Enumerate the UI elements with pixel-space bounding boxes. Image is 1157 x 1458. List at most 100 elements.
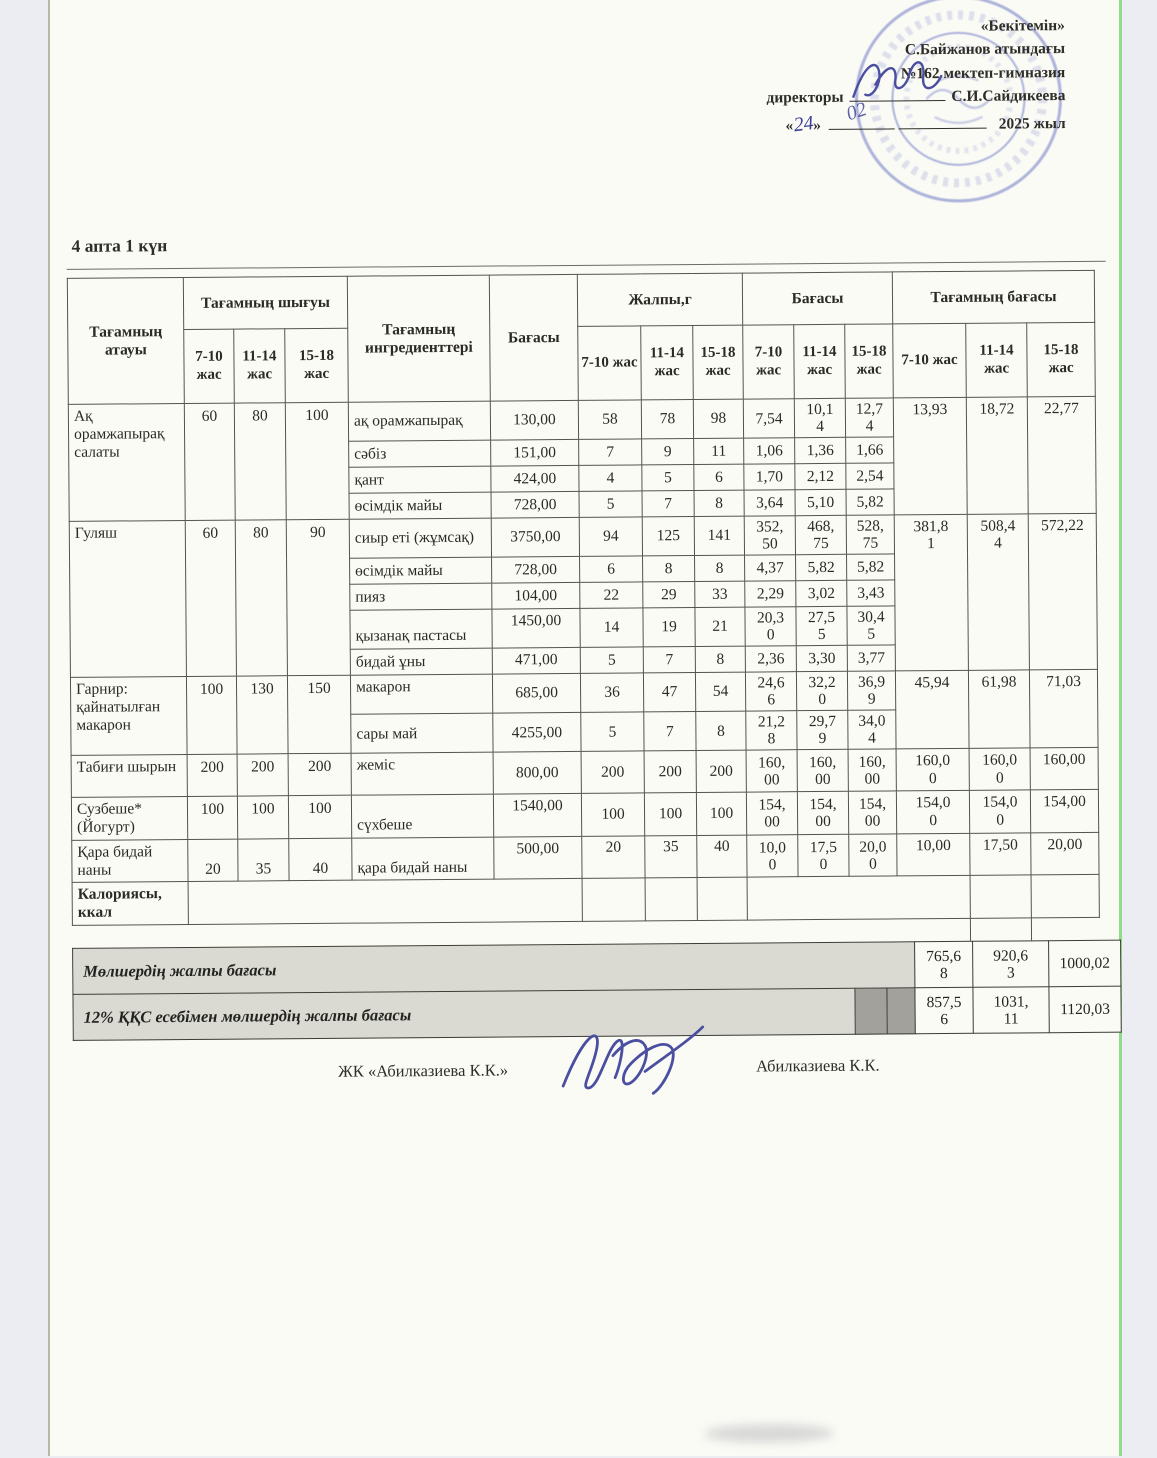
summary-value: 1031,11 [972, 986, 1050, 1034]
dish-price-cell: 154,00 [1030, 789, 1099, 833]
dish-price-cell: 45,94 [895, 670, 970, 750]
cost-cell: 5,82 [795, 554, 847, 581]
grams-cell: 58 [578, 399, 642, 440]
grams-cell: 100 [696, 792, 747, 836]
ingredient-name: өсімдік майы [349, 492, 492, 520]
ingredient-name: ақ орамжапырақ [348, 401, 491, 442]
grams-cell: 100 [581, 793, 645, 837]
dish-name: Ақ орамжапырақ салаты [68, 403, 186, 522]
dish-price-cell: 13,93 [893, 397, 968, 516]
summary-value: 1000,02 [1048, 940, 1121, 987]
cost-cell: 154,00 [848, 791, 897, 835]
grams-cell: 47 [643, 672, 696, 713]
document-paper: «Бекітемін» С.Байжанов атындағы №162 мек… [48, 0, 1122, 1456]
col-header-price: Бағасы [489, 274, 579, 402]
cost-cell: 4,37 [744, 554, 796, 582]
dish-price-cell: 61,98 [968, 670, 1031, 749]
dish-price-cell: 572,22 [1028, 513, 1098, 671]
age-header: 15-18 жас [284, 328, 349, 403]
ingredient-name: жеміс [351, 752, 494, 796]
age-header: 11-14 жас [965, 322, 1028, 398]
output-cell: 60 [184, 403, 236, 521]
cost-cell: 2,29 [744, 580, 796, 608]
footer-company-label: ЖК «Абилказиева К.К.» [337, 1060, 509, 1081]
cost-cell: 24,66 [745, 671, 797, 712]
approval-block: «Бекітемін» С.Байжанов атындағы №162 мек… [766, 14, 1066, 139]
dish-name: Гарнир: қайнатылған макарон [70, 676, 188, 756]
output-cell: 20 [187, 838, 239, 882]
empty-cell [747, 875, 971, 921]
grams-cell: 8 [694, 555, 745, 582]
dish-price-cell: 22,77 [1027, 396, 1097, 514]
dish-price-cell: 154,00 [969, 790, 1031, 834]
cost-cell: 3,30 [796, 645, 848, 672]
dish-price-cell: 160,00 [1030, 747, 1099, 791]
ingredient-price: 3750,00 [491, 517, 580, 558]
cost-cell: 34,04 [847, 710, 897, 750]
ingredient-name: сиыр еті (жұмсақ) [349, 518, 492, 559]
menu-table: Тағамның атауы Тағамның шығуы Тағамның и… [67, 270, 1100, 926]
dish-price-cell: 160,00 [969, 748, 1031, 791]
empty-cell [645, 877, 698, 921]
shaded-cell [854, 988, 888, 1035]
dish-price-cell: 10,00 [896, 833, 971, 877]
grams-cell: 33 [694, 581, 745, 608]
grams-cell: 20 [581, 835, 646, 879]
grams-cell: 200 [581, 751, 645, 794]
cost-cell: 1,70 [743, 463, 796, 491]
year-label: 2025 жыл [998, 115, 1066, 133]
grams-cell: 54 [695, 672, 746, 712]
cost-cell: 5,82 [846, 489, 895, 516]
cost-cell: 32,20 [796, 671, 848, 712]
table-row: Гарнир: қайнатылған макарон 100 130 150 … [70, 669, 1099, 756]
ingredient-name: қант [348, 466, 492, 494]
grams-cell: 11 [693, 438, 744, 465]
col-header-dish-price: Тағамның бағасы [892, 270, 1095, 324]
director-name: С.И.Сайдикеева [951, 86, 1066, 105]
output-cell: 200 [288, 753, 352, 796]
output-cell: 100 [285, 402, 350, 520]
director-label: директоры [766, 88, 844, 107]
grams-cell: 6 [693, 464, 745, 491]
cost-cell: 3,43 [846, 580, 895, 607]
cost-cell: 1,66 [845, 437, 894, 464]
grams-cell: 8 [695, 711, 747, 751]
output-cell: 35 [237, 838, 290, 882]
age-header: 7-10 жас [577, 325, 642, 401]
shaded-cell [886, 987, 916, 1035]
ingredient-name: өсімдік майы [349, 557, 492, 585]
dish-name: Қара бидай наны [71, 839, 189, 883]
cost-cell: 1,06 [743, 437, 795, 465]
dish-price-cell: 20,00 [1030, 832, 1100, 876]
col-header-dish-name: Тағамның атауы [67, 277, 185, 405]
cost-cell: 160,00 [797, 749, 849, 792]
dish-name: Сузбеше* (Йогурт) [71, 796, 188, 841]
cost-cell: 10,14 [794, 398, 846, 438]
empty-cell [1031, 874, 1100, 918]
summary-label: 12% ҚҚС есебімен мөлшердің жалпы бағасы [72, 988, 856, 1041]
cost-cell: 21,28 [745, 711, 798, 751]
output-cell: 60 [185, 520, 237, 677]
ingredient-price: 728,00 [491, 556, 580, 584]
grams-cell: 7 [642, 490, 695, 517]
cost-cell: 154,00 [797, 791, 849, 835]
grams-cell: 5 [579, 490, 643, 518]
empty-cell [970, 875, 1032, 919]
grams-cell: 78 [641, 399, 694, 439]
summary-value: 857,56 [914, 987, 974, 1034]
output-cell: 100 [187, 796, 238, 840]
output-cell: 100 [237, 795, 289, 839]
output-cell: 40 [288, 838, 353, 882]
age-header: 15-18 жас [844, 323, 894, 399]
cost-cell: 5,10 [795, 489, 847, 516]
grams-cell: 7 [643, 646, 696, 674]
output-cell: 200 [237, 754, 289, 797]
grams-cell: 29 [642, 581, 695, 609]
cost-cell: 160,00 [848, 749, 897, 792]
empty-cell [697, 877, 748, 921]
grams-cell: 36 [580, 673, 644, 713]
ingredient-price: 1450,00 [491, 608, 581, 649]
output-cell: 100 [186, 676, 238, 755]
output-cell: 80 [235, 519, 288, 677]
cost-cell: 27,55 [795, 606, 848, 646]
